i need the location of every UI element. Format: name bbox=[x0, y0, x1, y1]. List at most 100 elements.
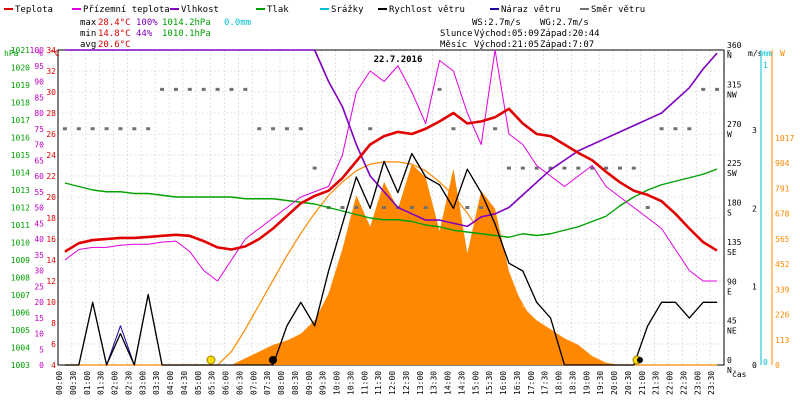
x-axis-tick: 11:30 bbox=[374, 371, 383, 395]
direction-axis-cardinal: E bbox=[727, 287, 732, 296]
wind-direction-point bbox=[465, 206, 470, 209]
wind-direction-point bbox=[604, 166, 609, 170]
pressure-axis-tick: 1011 bbox=[11, 221, 30, 230]
pressure-axis-tick: 1021 bbox=[11, 46, 30, 55]
x-axis-label: čas bbox=[732, 369, 747, 379]
x-axis-tick: 20:00 bbox=[610, 371, 619, 395]
precip-axis-unit: mm bbox=[762, 49, 772, 58]
direction-axis-tick: 45 bbox=[727, 317, 737, 326]
wind-direction-point bbox=[506, 166, 511, 170]
temperature-axis-tick: 14 bbox=[46, 256, 56, 265]
temperature-axis-tick: 24 bbox=[46, 151, 56, 160]
wind-direction-point bbox=[451, 127, 456, 131]
x-axis-tick: 13:30 bbox=[430, 371, 439, 395]
wind-direction-point bbox=[243, 87, 248, 91]
wind-direction-point bbox=[382, 206, 387, 209]
pressure-axis-tick: 1016 bbox=[11, 134, 30, 143]
stat-wg: WG:2.7m/s bbox=[540, 18, 589, 28]
pressure-axis-tick: 1005 bbox=[11, 326, 30, 335]
x-axis-tick: 07:30 bbox=[263, 371, 272, 395]
pressure-axis-tick: 1017 bbox=[11, 116, 30, 125]
wind-direction-point bbox=[76, 127, 81, 131]
direction-axis-cardinal: N bbox=[727, 51, 732, 60]
wind-direction-point bbox=[659, 127, 664, 131]
wind-direction-point bbox=[229, 87, 234, 91]
direction-axis-unit: ° bbox=[726, 49, 731, 58]
x-axis-tick: 19:30 bbox=[596, 371, 605, 395]
temperature-axis-tick: 16 bbox=[46, 235, 56, 244]
wind-axis-unit: m/s bbox=[748, 49, 763, 58]
humidity-axis-tick: 65 bbox=[34, 156, 44, 165]
humidity-axis-tick: 30 bbox=[34, 267, 44, 276]
x-axis-tick: 10:30 bbox=[346, 371, 355, 395]
x-axis-tick: 12:30 bbox=[402, 371, 411, 395]
direction-axis-tick: 0 bbox=[727, 356, 732, 365]
moon-label: Měsíc bbox=[440, 40, 467, 50]
pressure-axis-tick: 1020 bbox=[11, 64, 30, 73]
moon-set: Západ:7:07 bbox=[540, 40, 594, 50]
x-axis-tick: 01:30 bbox=[97, 371, 106, 395]
humidity-axis-tick: 50 bbox=[34, 204, 44, 213]
wind-direction-point bbox=[368, 127, 373, 131]
pressure-axis-tick: 1007 bbox=[11, 291, 30, 300]
wind-direction-point bbox=[409, 206, 414, 209]
series-line-rychlost-v-tru bbox=[64, 152, 718, 366]
moonrise-marker bbox=[637, 357, 643, 363]
wind-direction-point bbox=[493, 127, 498, 131]
wind-direction-point bbox=[312, 166, 317, 170]
x-axis-tick: 15:00 bbox=[471, 371, 480, 395]
humidity-axis-tick: 55 bbox=[34, 188, 44, 197]
humidity-axis-tick: 40 bbox=[34, 235, 44, 244]
x-axis-tick: 17:00 bbox=[527, 371, 536, 395]
wind-direction-point bbox=[631, 166, 636, 170]
temperature-axis-tick: 28 bbox=[46, 109, 56, 118]
humidity-axis-tick: 60 bbox=[34, 172, 44, 181]
stat-min-label: min bbox=[80, 29, 96, 39]
x-axis-tick: 14:30 bbox=[457, 371, 466, 395]
temperature-axis-tick: 10 bbox=[46, 298, 56, 307]
wind-direction-point bbox=[104, 127, 109, 131]
humidity-axis-tick: 10 bbox=[34, 330, 44, 339]
wind-direction-point bbox=[146, 127, 151, 131]
x-axis-tick: 08:30 bbox=[291, 371, 300, 395]
legend: Teplota Přízemní teplota Vlhkost Tlak Srážky… bbox=[4, 5, 645, 15]
temperature-axis-tick: 22 bbox=[46, 172, 56, 181]
legend-label: Vlhkost bbox=[181, 5, 219, 15]
temperature-axis-tick: 26 bbox=[46, 130, 56, 139]
wind-direction-point bbox=[617, 166, 622, 170]
x-axis-tick: 16:30 bbox=[513, 371, 522, 395]
x-axis-tick: 06:30 bbox=[235, 371, 244, 395]
x-axis-tick: 02:30 bbox=[124, 371, 133, 395]
wind-direction-point bbox=[534, 166, 539, 170]
chart-title: 22.7.2016 bbox=[374, 55, 423, 65]
direction-axis-cardinal: NE bbox=[727, 327, 737, 336]
legend-label: Srážky bbox=[331, 5, 364, 15]
solar-axis-tick: 678 bbox=[775, 210, 790, 219]
solar-axis-tick: 791 bbox=[775, 184, 790, 193]
x-axis-tick: 04:30 bbox=[180, 371, 189, 395]
plot-area bbox=[62, 49, 720, 366]
wind-direction-point bbox=[187, 87, 192, 91]
pressure-axis-unit: hPa bbox=[4, 49, 19, 58]
direction-axis-tick: 315 bbox=[727, 80, 742, 89]
stat-avg-temp: 20.6°C bbox=[98, 40, 131, 50]
wind-direction-point bbox=[645, 206, 650, 209]
x-axis-tick: 05:00 bbox=[194, 371, 203, 395]
stat-min-temp: 14.8°C bbox=[98, 29, 131, 39]
wind-direction-point bbox=[201, 87, 206, 91]
x-axis-tick: 09:00 bbox=[305, 371, 314, 395]
direction-axis-tick: 90 bbox=[727, 277, 737, 286]
x-axis-tick: 02:00 bbox=[111, 371, 120, 395]
axes: hPa1003100410051006100710081009101010111… bbox=[4, 41, 794, 395]
stats-panel: max 28.4°C 100% 1014.2hPa 0.0mm min 14.8°C 44% 1… bbox=[80, 18, 600, 50]
temperature-axis-tick: 34 bbox=[46, 46, 56, 55]
x-axis-tick: 15:30 bbox=[485, 371, 494, 395]
x-axis-tick: 14:00 bbox=[444, 371, 453, 395]
humidity-axis-unit: % bbox=[38, 49, 43, 58]
x-axis-tick: 07:00 bbox=[249, 371, 258, 395]
temperature-axis-tick: 8 bbox=[51, 319, 56, 328]
solar-axis-tick: 0 bbox=[775, 361, 780, 370]
x-axis-tick: 13:00 bbox=[416, 371, 425, 395]
pressure-axis-tick: 1014 bbox=[11, 169, 30, 178]
